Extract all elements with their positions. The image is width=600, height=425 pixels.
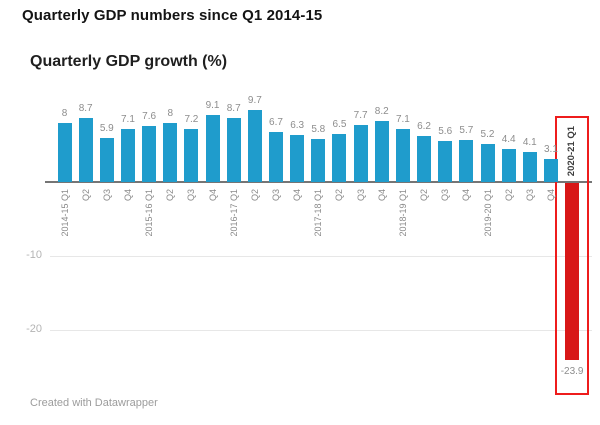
x-tick-label: 2014-15 Q1 bbox=[59, 189, 70, 237]
chart-title: Quarterly GDP growth (%) bbox=[30, 53, 228, 70]
x-tick-label: Q2 bbox=[80, 189, 91, 202]
y-gridline bbox=[50, 330, 592, 331]
x-tick-label-highlighted: 2020-21 Q1 bbox=[566, 125, 578, 176]
datawrapper-credit: Created with Datawrapper bbox=[30, 397, 158, 409]
bar-value-label: 6.3 bbox=[290, 120, 305, 132]
bar-value-label: 3.1 bbox=[543, 144, 558, 156]
bar-value-label: 8 bbox=[167, 107, 174, 119]
x-tick-label: Q4 bbox=[545, 189, 556, 202]
bar-value-label: 5.8 bbox=[311, 124, 326, 136]
page-title: Quarterly GDP numbers since Q1 2014-15 bbox=[22, 7, 323, 24]
bar-value-label: 5.6 bbox=[438, 125, 453, 137]
bar bbox=[417, 136, 432, 182]
x-tick-label: Q3 bbox=[186, 189, 197, 202]
x-tick-label: 2015-16 Q1 bbox=[144, 189, 155, 237]
bar bbox=[543, 159, 558, 182]
bar-value-label: 5.2 bbox=[480, 128, 495, 140]
bar bbox=[290, 135, 305, 182]
highlight-box bbox=[555, 116, 590, 395]
bar bbox=[247, 110, 262, 182]
x-tick-label: Q2 bbox=[334, 189, 345, 202]
x-tick-label: Q3 bbox=[524, 189, 535, 202]
bar-value-label: -23.9 bbox=[560, 365, 584, 377]
x-tick-label: 2019-20 Q1 bbox=[482, 189, 493, 237]
bar-value-label: 8.7 bbox=[226, 102, 241, 114]
x-tick-label: Q2 bbox=[503, 189, 514, 202]
bar-value-label: 4.1 bbox=[522, 136, 537, 148]
bar bbox=[120, 129, 135, 182]
bar-value-label: 6.5 bbox=[332, 118, 347, 130]
x-tick-label: Q3 bbox=[101, 189, 112, 202]
x-tick-label: 2017-18 Q1 bbox=[313, 189, 324, 237]
x-tick-label: 2018-19 Q1 bbox=[397, 189, 408, 237]
x-tick-label: Q4 bbox=[207, 189, 218, 202]
bar-value-label: 7.2 bbox=[184, 113, 199, 125]
x-tick-label: Q2 bbox=[249, 189, 260, 202]
x-tick-label: Q4 bbox=[122, 189, 133, 202]
bar-value-label: 7.7 bbox=[353, 110, 368, 122]
bar bbox=[438, 140, 453, 182]
x-tick-label: Q4 bbox=[461, 189, 472, 202]
bar-value-label: 5.7 bbox=[459, 124, 474, 136]
bar-negative bbox=[565, 183, 580, 360]
bar bbox=[459, 139, 474, 182]
bar bbox=[522, 151, 537, 182]
bar bbox=[99, 138, 114, 182]
bar-value-label: 9.1 bbox=[205, 99, 220, 111]
bar-value-label: 7.1 bbox=[395, 114, 410, 126]
bar bbox=[226, 117, 241, 182]
bar-value-label: 7.1 bbox=[120, 114, 135, 126]
x-tick-label: Q4 bbox=[376, 189, 387, 202]
x-tick-label: Q4 bbox=[292, 189, 303, 202]
bar-value-label: 7.6 bbox=[142, 110, 157, 122]
bar bbox=[353, 125, 368, 182]
bar-value-label: 8.2 bbox=[374, 106, 389, 118]
x-tick-label: Q3 bbox=[355, 189, 366, 202]
x-tick-label: Q3 bbox=[271, 189, 281, 202]
y-gridline bbox=[50, 256, 592, 257]
bar-value-label: 4.4 bbox=[501, 134, 516, 146]
x-tick-label: Q2 bbox=[419, 189, 430, 202]
bar bbox=[395, 129, 410, 182]
y-axis-label: -10 bbox=[26, 249, 42, 261]
bar bbox=[205, 114, 220, 182]
bar bbox=[57, 122, 72, 182]
x-tick-label: 2016-17 Q1 bbox=[228, 189, 239, 237]
bar bbox=[332, 133, 347, 182]
bar bbox=[142, 125, 157, 182]
bar-value-label: 5.9 bbox=[99, 123, 114, 135]
bar bbox=[184, 128, 199, 182]
bar bbox=[501, 149, 516, 182]
x-axis-line bbox=[45, 181, 592, 183]
bar bbox=[269, 132, 283, 182]
bar-value-label: 8 bbox=[61, 107, 68, 119]
x-tick-label: Q3 bbox=[440, 189, 451, 202]
y-axis-label: -20 bbox=[26, 323, 42, 335]
bar-value-label: 9.7 bbox=[247, 95, 262, 107]
bar-value-label: 8.7 bbox=[78, 102, 93, 114]
bar bbox=[78, 117, 93, 182]
bar bbox=[480, 143, 495, 182]
bar bbox=[311, 139, 326, 182]
bar-value-label: 6.7 bbox=[269, 117, 283, 129]
bar bbox=[163, 122, 178, 182]
x-tick-label: Q2 bbox=[165, 189, 176, 202]
bar bbox=[374, 121, 389, 182]
bar-value-label: 6.2 bbox=[417, 121, 431, 133]
